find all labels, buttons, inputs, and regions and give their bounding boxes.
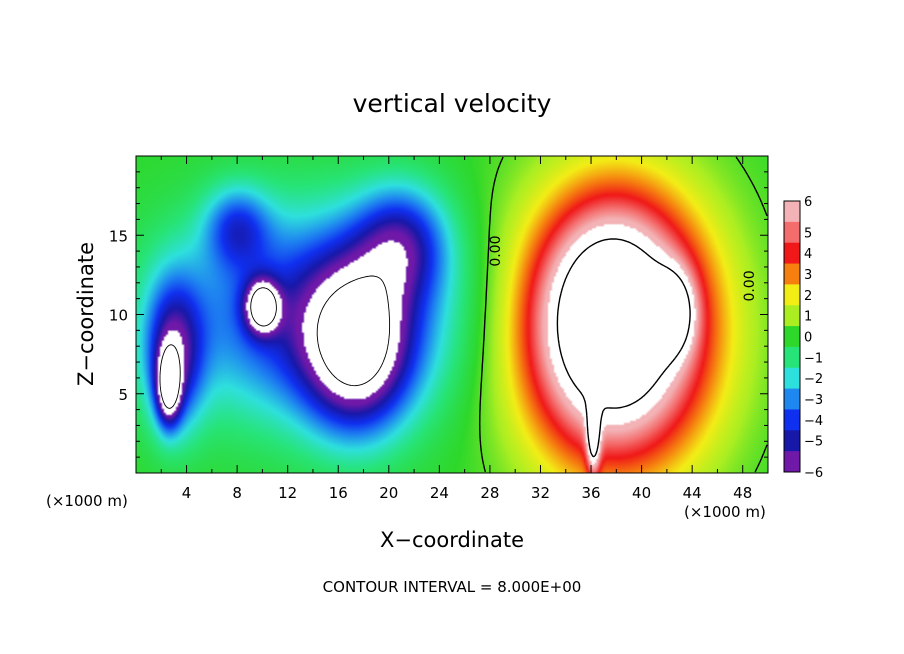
colorbar-swatch	[784, 388, 800, 410]
colorbar-swatch	[784, 346, 800, 369]
colorbar-label: 0	[804, 331, 812, 346]
colorbar-label: 2	[804, 289, 812, 304]
contour-line	[479, 156, 768, 473]
y-tick-label: 15	[109, 227, 128, 245]
contour-lines	[159, 156, 768, 473]
colorbar-label: −4	[804, 414, 823, 429]
colorbar-label: −5	[804, 435, 823, 450]
contour-label: 0.00	[742, 270, 758, 301]
colorbar-frame	[783, 200, 801, 473]
x-tick-label: 16	[329, 484, 348, 502]
colorbar-label: −3	[804, 393, 823, 408]
colorbar-label: 5	[804, 226, 812, 241]
plot-area: 0.00 0.00	[135, 155, 769, 474]
colorbar-swatch	[784, 263, 800, 285]
y-tick-label: 5	[118, 386, 128, 404]
x-axis-ticks: 4 8 12 16 20 24 28 32 36 40 44 48	[160, 156, 752, 502]
x-tick-label: 4	[182, 484, 192, 502]
x-tick-label: 8	[232, 484, 242, 502]
contour-line	[556, 238, 691, 458]
x-axis-label: X−coordinate	[380, 528, 524, 552]
colorbar-label: 6	[804, 195, 812, 210]
colorbar-label: 4	[804, 247, 812, 262]
y-axis-label: Z−coordinate	[74, 242, 98, 386]
x-tick-label: 36	[581, 484, 600, 502]
contour-labels: 0.00 0.00	[488, 236, 758, 302]
x-tick-label: 44	[683, 484, 702, 502]
colorbar-swatch	[784, 305, 800, 327]
colorbar-label: −6	[804, 466, 823, 481]
colorbar-label: 3	[804, 268, 812, 283]
colorbar-swatch	[784, 221, 800, 244]
colorbar-label: 1	[804, 310, 812, 325]
x-tick-label: 24	[430, 484, 449, 502]
x-tick-label: 40	[632, 484, 651, 502]
y-axis-ticks: 5 10 15	[109, 171, 768, 458]
velocity-heatmap	[136, 156, 768, 473]
x-tick-label: 12	[278, 484, 297, 502]
colorbar-swatch	[784, 201, 800, 223]
colorbar-swatch	[784, 409, 800, 431]
colorbar-swatch	[784, 326, 800, 348]
colorbar-swatch	[784, 367, 800, 390]
contour-line	[159, 275, 391, 409]
colorbar: 6 5 4 3 2 1 0 −1 −2 −3 −4 −5 −6	[783, 195, 823, 481]
x-tick-label: 28	[480, 484, 499, 502]
colorbar-label: −1	[804, 351, 823, 366]
colorbar-swatch	[784, 284, 800, 306]
x-unit-left: (×1000 m)	[46, 492, 128, 510]
chart-title: vertical velocity	[353, 89, 552, 118]
x-unit-right: (×1000 m)	[684, 503, 766, 521]
y-tick-label: 10	[109, 307, 128, 325]
colorbar-label: −2	[804, 372, 823, 387]
colorbar-swatch	[784, 242, 800, 265]
x-tick-label: 32	[531, 484, 550, 502]
colorbar-swatch	[784, 451, 800, 473]
colorbar-swatch	[784, 430, 800, 452]
contour-label: 0.00	[488, 236, 504, 267]
x-tick-label: 48	[733, 484, 752, 502]
x-tick-label: 20	[379, 484, 398, 502]
contour-interval-footer: CONTOUR INTERVAL = 8.000E+00	[323, 578, 582, 596]
